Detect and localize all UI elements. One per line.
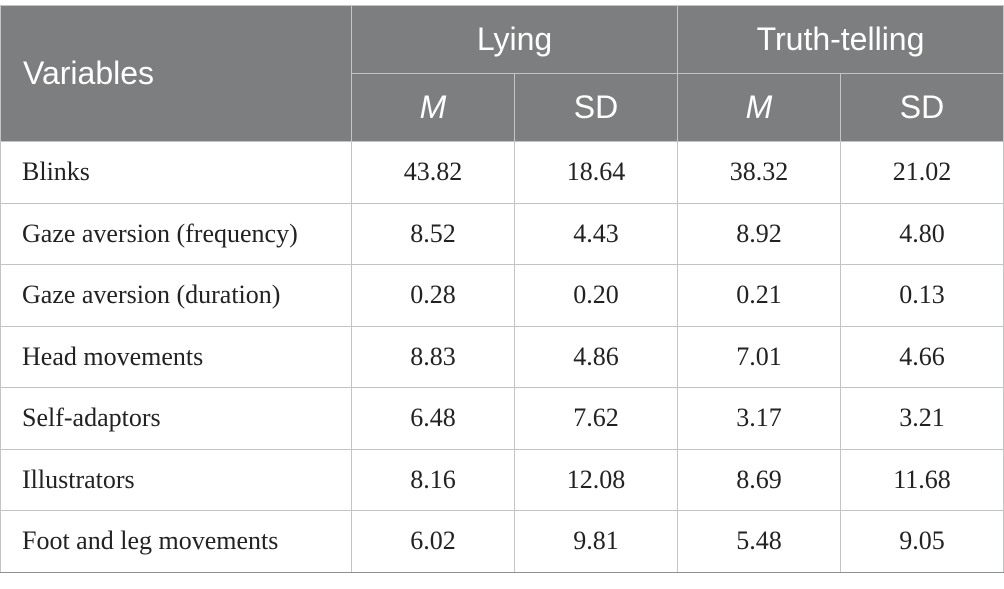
truth-mean-cell: 8.69 bbox=[677, 448, 841, 511]
truth-mean-cell: 0.21 bbox=[677, 264, 841, 327]
table-row: Gaze aversion (frequency) 8.52 4.43 8.92… bbox=[0, 202, 1004, 265]
table-row: Blinks 43.82 18.64 38.32 21.02 bbox=[0, 141, 1004, 204]
variables-header: Variables bbox=[0, 5, 352, 142]
lying-sd-cell: 7.62 bbox=[514, 387, 678, 450]
row-label: Foot and leg movements bbox=[0, 510, 352, 573]
header-row-groups: Variables Lying Truth-telling bbox=[0, 5, 1004, 142]
truth-mean-header: M bbox=[677, 73, 841, 142]
lying-sd-cell: 4.43 bbox=[514, 202, 678, 265]
group-header-lying: Lying bbox=[351, 5, 678, 74]
lying-sd-cell: 9.81 bbox=[514, 510, 678, 573]
row-label: Blinks bbox=[0, 141, 352, 204]
lying-mean-cell: 8.83 bbox=[351, 325, 515, 388]
lying-sd-cell: 18.64 bbox=[514, 141, 678, 204]
truth-mean-cell: 5.48 bbox=[677, 510, 841, 573]
truth-sd-cell: 11.68 bbox=[839, 448, 1004, 511]
table-row: Gaze aversion (duration) 0.28 0.20 0.21 … bbox=[0, 264, 1004, 327]
truth-sd-cell: 9.05 bbox=[839, 510, 1004, 573]
truth-mean-cell: 7.01 bbox=[677, 325, 841, 388]
truth-mean-cell: 38.32 bbox=[677, 141, 841, 204]
table-row: Self-adaptors 6.48 7.62 3.17 3.21 bbox=[0, 387, 1004, 450]
truth-mean-cell: 8.92 bbox=[677, 202, 841, 265]
row-label: Head movements bbox=[0, 325, 352, 388]
lying-mean-cell: 0.28 bbox=[351, 264, 515, 327]
table-row: Foot and leg movements 6.02 9.81 5.48 9.… bbox=[0, 510, 1004, 573]
table-row: Illustrators 8.16 12.08 8.69 11.68 bbox=[0, 448, 1004, 511]
row-label: Gaze aversion (duration) bbox=[0, 264, 352, 327]
row-label: Illustrators bbox=[0, 448, 352, 511]
table-body: Blinks 43.82 18.64 38.32 21.02 Gaze aver… bbox=[0, 141, 1004, 573]
row-label: Gaze aversion (frequency) bbox=[0, 202, 352, 265]
header-row-stats: M SD M SD bbox=[1, 73, 1004, 142]
truth-sd-cell: 4.66 bbox=[839, 325, 1004, 388]
table-header: Variables Lying Truth-telling M SD M SD bbox=[0, 5, 1004, 142]
lying-mean-cell: 6.02 bbox=[351, 510, 515, 573]
lying-sd-cell: 12.08 bbox=[514, 448, 678, 511]
truth-mean-cell: 3.17 bbox=[677, 387, 841, 450]
lying-mean-cell: 43.82 bbox=[351, 141, 515, 204]
truth-sd-cell: 4.80 bbox=[839, 202, 1004, 265]
lying-mean-cell: 8.16 bbox=[351, 448, 515, 511]
statistics-table: Variables Lying Truth-telling M SD M SD … bbox=[0, 5, 1004, 573]
truth-sd-cell: 21.02 bbox=[839, 141, 1004, 204]
truth-sd-cell: 0.13 bbox=[839, 264, 1004, 327]
lying-sd-header: SD bbox=[514, 73, 678, 142]
lying-sd-cell: 0.20 bbox=[514, 264, 678, 327]
table-row: Head movements 8.83 4.86 7.01 4.66 bbox=[0, 325, 1004, 388]
lying-mean-cell: 6.48 bbox=[351, 387, 515, 450]
truth-sd-cell: 3.21 bbox=[839, 387, 1004, 450]
lying-sd-cell: 4.86 bbox=[514, 325, 678, 388]
truth-sd-header: SD bbox=[839, 73, 1004, 142]
lying-mean-header: M bbox=[351, 73, 515, 142]
row-label: Self-adaptors bbox=[0, 387, 352, 450]
group-header-truth-telling: Truth-telling bbox=[676, 5, 1004, 74]
lying-mean-cell: 8.52 bbox=[351, 202, 515, 265]
